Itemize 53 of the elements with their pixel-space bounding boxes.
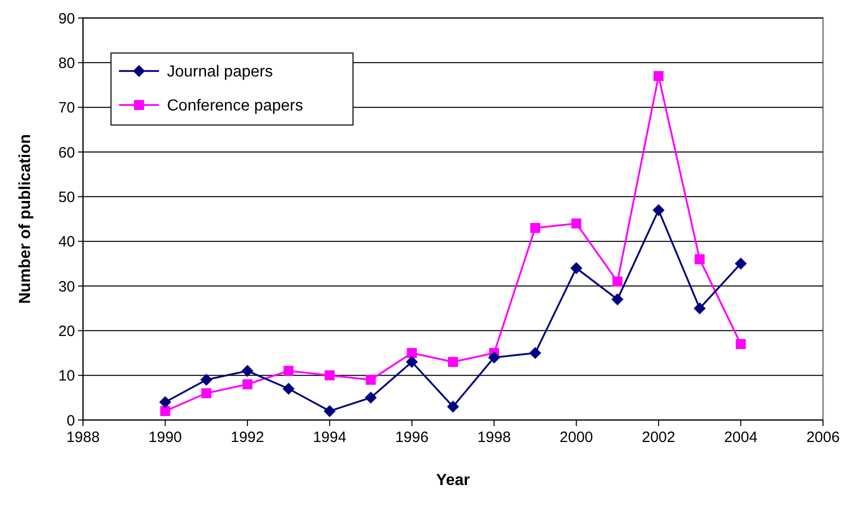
point [406,356,418,368]
x-tick-label: 1998 [477,429,511,446]
point [448,356,458,367]
x-tick-label: 1996 [395,429,429,446]
point [200,374,212,386]
y-tick-label: 70 [58,100,75,117]
point [364,392,377,404]
point [736,339,746,350]
point [241,364,254,377]
point [406,348,417,358]
x-tick-label: 2004 [724,429,758,446]
point [324,405,336,418]
point [694,302,706,314]
x-tick-label: 1992 [230,429,264,446]
point [612,276,622,287]
x-tick-label: 1990 [148,429,182,446]
point [242,379,252,390]
x-tick-label: 2002 [642,429,676,446]
point [734,258,747,270]
y-tick-label: 60 [58,144,75,162]
point [654,71,664,82]
y-tick-label: 50 [58,188,75,206]
y-tick-label: 90 [58,10,75,28]
y-axis-title: Number of publication [17,134,34,304]
point [160,406,170,416]
legend-label: Journal papers [167,64,273,81]
x-tick-label: 1994 [312,429,346,446]
point [488,351,500,364]
point [159,396,172,408]
y-tick-label: 20 [58,322,75,340]
point [530,222,540,233]
point [324,370,335,380]
point [571,218,582,228]
y-tick-label: 30 [58,278,75,296]
x-tick-label: 2000 [560,429,594,446]
point [652,204,665,216]
point [447,400,459,413]
y-tick-label: 80 [58,54,75,72]
y-tick-label: 10 [58,368,75,385]
y-tick-label: 40 [58,234,75,251]
point [201,388,212,398]
point [529,347,542,359]
point [611,293,624,306]
point [694,254,705,264]
point [366,374,376,385]
point [570,262,582,274]
legend-label: Conference papers [167,98,304,115]
x-axis-title: Year [436,472,470,489]
y-tick-label: 0 [66,412,75,430]
x-tick-label: 1988 [66,429,100,446]
point [282,382,295,395]
x-tick-label: 2006 [806,429,840,446]
point [284,366,294,376]
